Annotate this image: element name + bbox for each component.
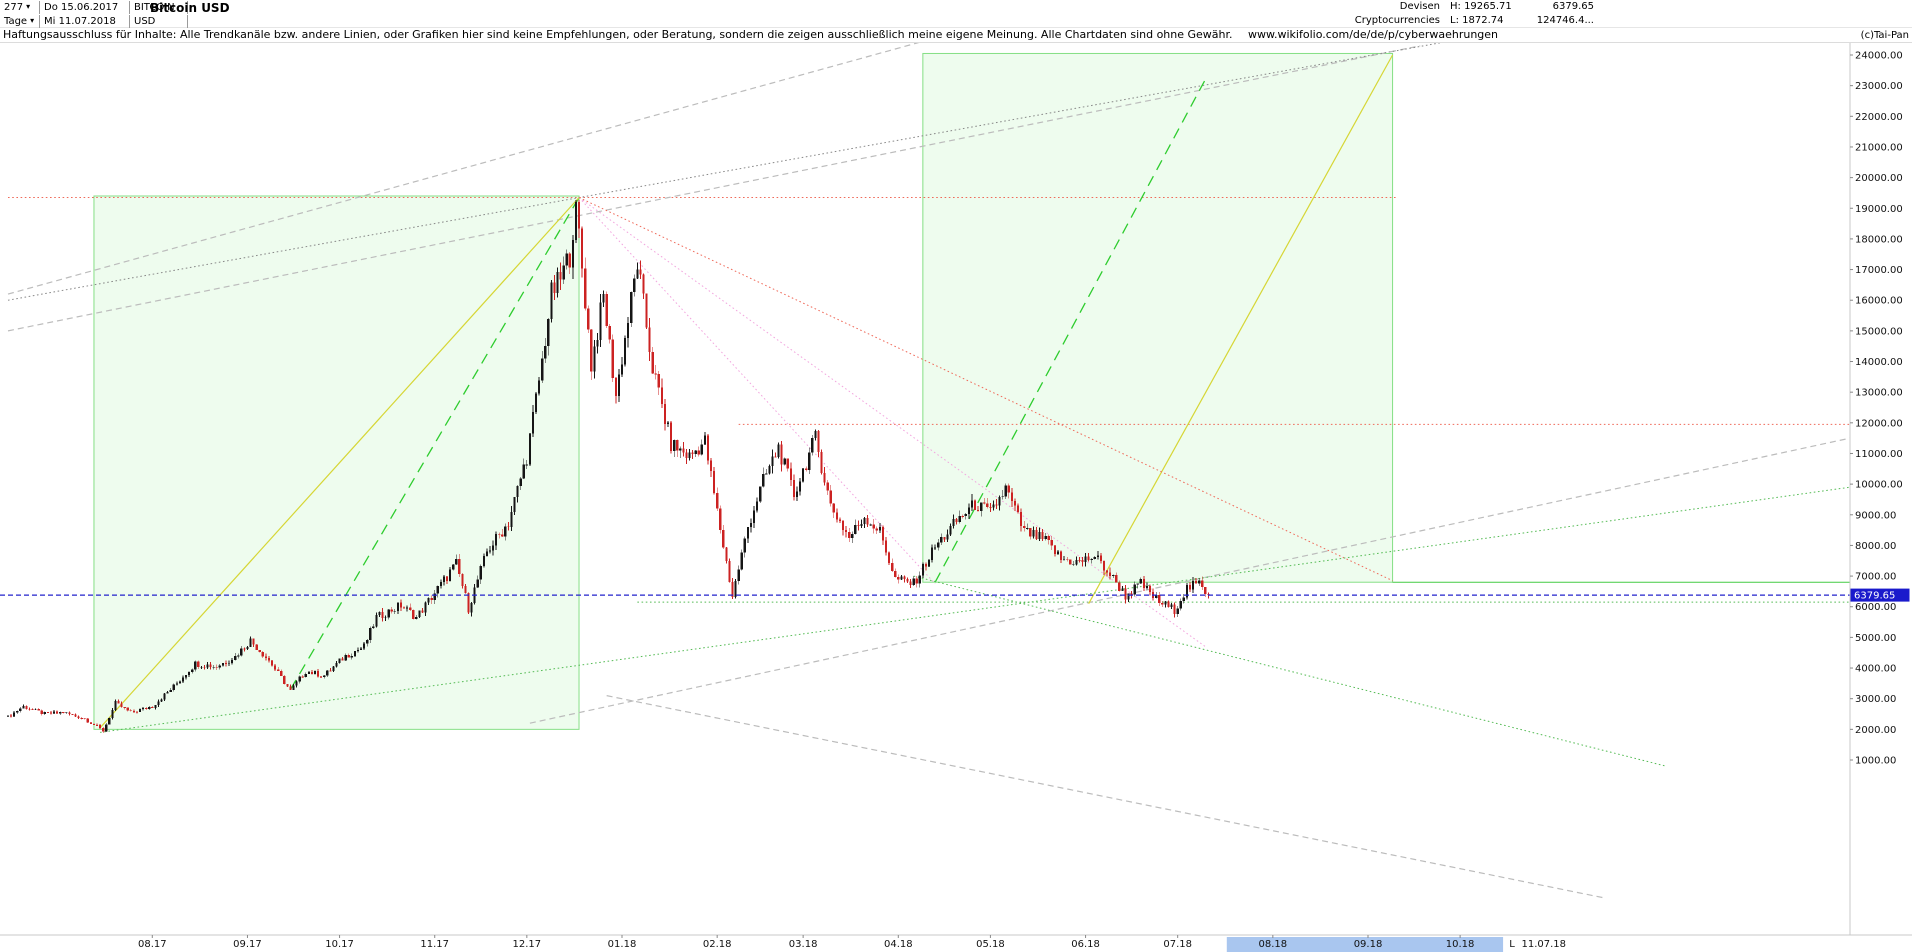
timeframe-value: Tage [4, 15, 28, 27]
symbol-code: BITCOIN [130, 0, 188, 14]
y-axis-label: 6000.00 [1855, 602, 1896, 613]
uptrend-2017-yellow [99, 197, 580, 729]
disclaimer-bar: Haftungsausschluss für Inhalte: Alle Tre… [0, 28, 1912, 43]
last-price-tag-text: 6379.65 [1854, 591, 1895, 602]
chart-end-date: Mi 11.07.2018 [40, 14, 130, 28]
green-fan-desc [913, 575, 1666, 767]
y-axis-label: 8000.00 [1855, 541, 1896, 552]
gray-support-rising [529, 437, 1850, 724]
y-axis-label: 15000.00 [1855, 326, 1903, 337]
x-axis-label: 04.18 [884, 939, 913, 950]
x-axis-label: 09.18 [1354, 939, 1383, 950]
x-axis-label: 12.17 [513, 939, 542, 950]
trend-lines [7, 43, 1850, 899]
dropdown-arrow-icon: ▾ [26, 2, 31, 11]
quote-info: Devisen H: 19265.71 6379.65 Cryptocurren… [1355, 0, 1594, 28]
downtrend-red [578, 197, 1393, 582]
y-axis-label: 18000.00 [1855, 234, 1903, 245]
trend-boxes [93, 52, 1394, 730]
dark-dotted-rising [7, 43, 1443, 301]
period-low-value: L: 1872.74 [1450, 15, 1504, 26]
x-axis-label: 06.18 [1071, 939, 1100, 950]
last-quote-value: 6379.65 [1552, 1, 1594, 12]
gray-channel-lower [7, 45, 1421, 332]
dropdown-arrow-icon: ▾ [30, 16, 35, 25]
last-date-flag: L [1509, 939, 1515, 950]
y-axis-label: 11000.00 [1855, 449, 1903, 460]
x-axis-label: 10.17 [325, 939, 354, 950]
x-axis-label: 05.18 [976, 939, 1005, 950]
uptrend-2018-yellow [1088, 54, 1394, 604]
y-axis-label: 23000.00 [1855, 81, 1903, 92]
last-date-label: 11.07.18 [1522, 939, 1567, 950]
y-axis-label: 4000.00 [1855, 664, 1896, 675]
symbol-currency: USD [130, 14, 188, 28]
last-price-tag [1850, 588, 1910, 602]
gray-falling-low [606, 695, 1605, 899]
uptrend-2017-green [289, 197, 580, 690]
y-axis-label: 21000.00 [1855, 142, 1903, 153]
bar-count-value: 277 [4, 1, 24, 13]
instrument-subcategory: Cryptocurrencies [1354, 15, 1440, 26]
y-axis-label: 10000.00 [1855, 480, 1903, 491]
y-axis-label: 20000.00 [1855, 173, 1903, 184]
y-axis-label: 14000.00 [1855, 357, 1903, 368]
y-axis-label: 22000.00 [1855, 112, 1903, 123]
copyright-label: (c)Tai-Pan [1860, 30, 1909, 41]
x-axis-label: 09.17 [233, 939, 262, 950]
y-axis-label: 5000.00 [1855, 633, 1896, 644]
y-axis-label: 9000.00 [1855, 510, 1896, 521]
wikifolio-link[interactable]: www.wikifolio.com/de/de/p/cyberwaehrunge… [1248, 28, 1499, 41]
y-axis-label: 7000.00 [1855, 572, 1896, 583]
trend-box-2018 [922, 52, 1394, 583]
volume-value: 124746.4... [1536, 15, 1594, 26]
instrument-category: Devisen [1399, 1, 1440, 12]
y-axis-label: 13000.00 [1855, 388, 1903, 399]
y-axis-label: 24000.00 [1855, 51, 1903, 62]
y-axis-label: 3000.00 [1855, 694, 1896, 705]
chart-start-date: Do 15.06.2017 [40, 0, 130, 14]
timeframe-dropdown[interactable]: Tage ▾ [0, 14, 40, 28]
x-axis-label: 10.18 [1446, 939, 1475, 950]
disclaimer-text: Haftungsausschluss für Inhalte: Alle Tre… [3, 28, 1233, 41]
y-axis-label: 1000.00 [1855, 755, 1896, 766]
x-axis-label: 08.17 [138, 939, 167, 950]
y-axis-label: 16000.00 [1855, 296, 1903, 307]
candlestick-series [6, 200, 1210, 734]
green-fan-long [100, 486, 1850, 733]
uptrend-2018-green [934, 79, 1206, 583]
future-period-highlight [1226, 937, 1504, 952]
header-bar: 277 ▾ Do 15.06.2017 BITCOIN Tage ▾ Mi 11.0… [0, 0, 1912, 28]
y-axis-label: 2000.00 [1855, 725, 1896, 736]
bar-count-dropdown[interactable]: 277 ▾ [0, 0, 40, 14]
x-axis-label: 02.18 [703, 939, 732, 950]
x-axis-label: 08.18 [1259, 939, 1288, 950]
downtrend-pink-steep [578, 197, 936, 585]
x-axis-label: 07.18 [1163, 939, 1192, 950]
axes: 1000.00 2000.00 3000.00 4000.00 5000.00 6000.… [0, 43, 1912, 952]
chart-title: Bitcoin USD [150, 1, 230, 15]
chart-controls: 277 ▾ Do 15.06.2017 BITCOIN Tage ▾ Mi 11.0… [0, 0, 188, 28]
y-axis-label: 12000.00 [1855, 418, 1903, 429]
x-axis-label: 01.18 [608, 939, 637, 950]
x-axis-label: 03.18 [789, 939, 818, 950]
price-chart-canvas[interactable]: 1000.00 2000.00 3000.00 4000.00 5000.00 6000.… [0, 43, 1912, 952]
period-high-value: H: 19265.71 [1450, 1, 1512, 12]
y-axis-label: 19000.00 [1855, 204, 1903, 215]
y-axis-label: 17000.00 [1855, 265, 1903, 276]
trend-box-2017 [93, 195, 580, 730]
x-axis-label: 11.17 [420, 939, 449, 950]
